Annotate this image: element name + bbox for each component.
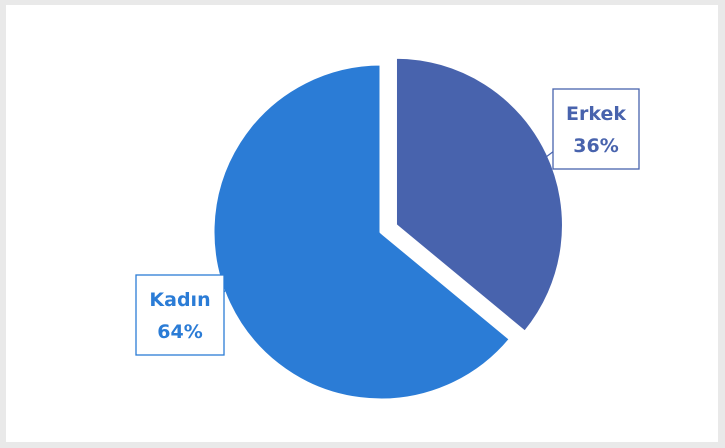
pie-chart: Erkek 36% Kadın 64% [135, 55, 640, 402]
data-label-kad-n: Kadın 64% [135, 274, 231, 356]
data-label-box-erkek [552, 88, 640, 170]
pie-slice-kad-n [211, 62, 512, 402]
data-label-box-kad-n [135, 274, 225, 356]
data-label-value-kad-n: 64% [157, 321, 202, 343]
data-label-category-kad-n: Kadın [149, 289, 210, 311]
pie-slice-erkek [393, 55, 565, 334]
data-label-category-erkek: Erkek [566, 103, 626, 125]
chart-area: Erkek 36% Kadın 64% [6, 5, 718, 442]
data-label-value-erkek: 36% [573, 135, 618, 157]
data-label-erkek: Erkek 36% [545, 88, 640, 170]
